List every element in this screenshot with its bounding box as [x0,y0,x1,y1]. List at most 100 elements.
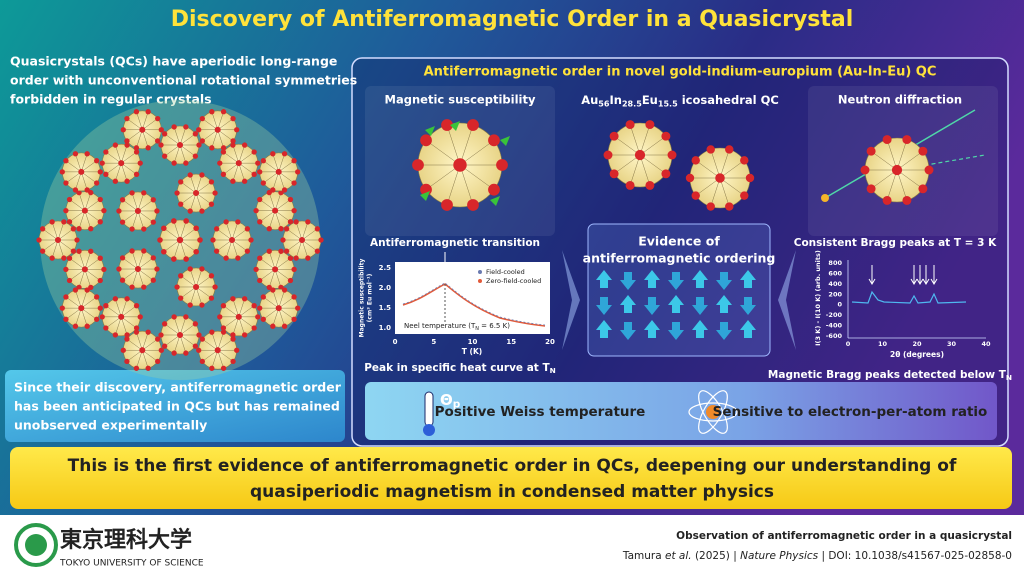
bond [459,124,474,166]
atom [241,332,248,338]
atom [84,287,90,293]
bond [75,171,82,191]
conclusion-text: This is the first evidence of antiferrom… [68,456,957,476]
bond [179,239,187,260]
legend-label: Zero-field-cooled [486,277,541,285]
atom [314,226,321,232]
atom [94,180,100,186]
atom [212,190,218,196]
atom [119,219,126,225]
x-tick-label: 10 [878,340,888,348]
spin [596,297,612,315]
atom [281,187,288,193]
bond [896,169,924,189]
atom [176,236,184,244]
atom [412,159,424,171]
citation: Tamura et al. (2025) | Nature Physics | … [622,550,1012,562]
atom [196,127,202,133]
atom [924,165,934,175]
bond [274,199,291,211]
bond [180,181,197,194]
atom [72,323,79,329]
atom [84,151,90,157]
bond [84,269,91,288]
atom [235,160,242,167]
intro-text: order with unconventional rotational sym… [10,73,357,88]
atom [187,302,193,308]
atom [220,325,227,331]
bond [896,151,924,171]
atom [235,219,241,225]
atom [94,158,100,164]
atom [103,303,109,309]
bond [121,298,128,317]
atom [196,142,202,148]
x-tick-label: 30 [947,340,957,348]
bond [142,332,149,351]
atom [183,256,189,262]
bond [217,129,234,142]
bond [217,129,224,148]
bond [301,228,318,241]
atom [145,109,151,115]
atom [193,189,200,197]
atom [145,329,151,335]
text-part: Θ [440,391,453,409]
atom [171,160,177,166]
nucleus [706,405,720,419]
peak-arrow [916,265,924,285]
bond [613,154,641,174]
atom [155,358,161,365]
atom [661,169,671,179]
bond [115,298,122,317]
atom [228,236,236,244]
legend-marker [478,279,482,283]
bond [202,129,218,142]
atom [918,146,928,156]
bond [719,149,730,179]
atom [295,305,301,311]
bond [131,210,139,230]
bond [136,111,143,130]
atom [220,145,227,151]
bond [65,171,82,184]
atom [61,219,67,225]
bond [115,145,122,164]
atom [902,135,912,145]
atom [141,284,147,290]
feature-label: Positive Weiss temperature [435,404,646,420]
peak-arrow [922,265,930,285]
caption: Magnetic Bragg peaks detected below TN [768,369,1012,382]
atom [158,347,164,353]
bond [180,275,197,288]
y-axis-label: Magnetic susceptibility [359,259,366,338]
atom [63,158,69,164]
atom [78,305,85,312]
atom [441,199,453,211]
atom [230,142,236,148]
atom [260,158,266,164]
text-part: 28.5 [622,99,642,108]
bond [629,154,641,186]
bond [81,307,97,320]
atom [183,314,189,320]
bond [137,268,154,281]
atom [488,183,500,196]
atom [129,226,135,232]
atom [488,134,500,147]
bond [232,316,239,335]
atom [171,256,177,262]
spin [668,272,684,290]
spin-arrow [420,191,430,201]
atom [715,173,725,183]
text-part: N [550,366,556,375]
bond [81,296,97,309]
atom [141,226,147,232]
neel-label: Neel temperature (TN = 6.5 K) [404,322,510,332]
bond [425,140,461,166]
bond [179,144,196,157]
atom [174,190,180,196]
bond [173,144,181,164]
atom [145,145,151,151]
atom [94,294,100,300]
